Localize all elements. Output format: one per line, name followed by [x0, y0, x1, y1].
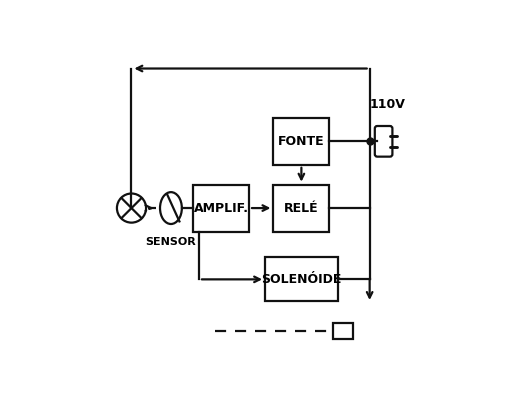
Text: SENSOR: SENSOR: [146, 237, 197, 247]
Bar: [193, 184, 249, 232]
Bar: [333, 323, 353, 339]
FancyBboxPatch shape: [375, 126, 393, 157]
Text: 110V: 110V: [370, 98, 406, 112]
Text: AMPLIF.: AMPLIF.: [193, 202, 249, 215]
Bar: [265, 257, 338, 301]
Bar: [274, 184, 330, 232]
Bar: [274, 118, 330, 165]
Text: SOLENÓIDE: SOLENÓIDE: [261, 273, 342, 286]
Text: RELÉ: RELÉ: [284, 202, 319, 215]
Text: FONTE: FONTE: [278, 135, 324, 148]
